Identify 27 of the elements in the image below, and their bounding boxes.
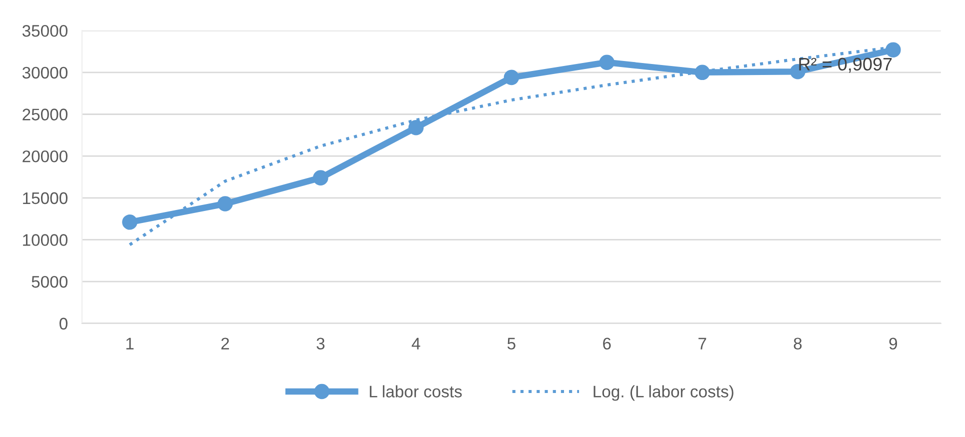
x-tick-label: 4 (412, 338, 420, 350)
y-tick-label: 25000 (22, 108, 68, 120)
y-tick-label: 35000 (22, 24, 68, 37)
x-tick-label: 8 (794, 338, 802, 350)
point (504, 70, 520, 86)
x-tick-label: 1 (126, 338, 134, 350)
point (408, 120, 424, 136)
point (218, 196, 233, 212)
point (694, 64, 710, 80)
y-tick-label: 0 (60, 318, 68, 330)
point (312, 170, 328, 186)
y-tick-label: 30000 (22, 66, 68, 79)
y-tick-label: 20000 (22, 150, 68, 162)
point (599, 54, 615, 70)
x-tick-label: 7 (698, 338, 706, 350)
y-tick-label: 5000 (32, 276, 68, 288)
x-tick-label: 3 (316, 338, 324, 350)
y-tick-label: 10000 (23, 234, 68, 246)
point (886, 42, 901, 58)
x-tick-label: 9 (889, 338, 898, 350)
legend-label: L labor costs (370, 385, 462, 398)
x-tick-label: 2 (221, 338, 229, 350)
point (122, 214, 138, 230)
x-tick-label: 6 (603, 338, 611, 350)
y-tick-label: 15000 (23, 192, 68, 204)
x-tick-label: 5 (507, 338, 516, 350)
legend-label: Log. (L labor costs) (594, 385, 734, 401)
